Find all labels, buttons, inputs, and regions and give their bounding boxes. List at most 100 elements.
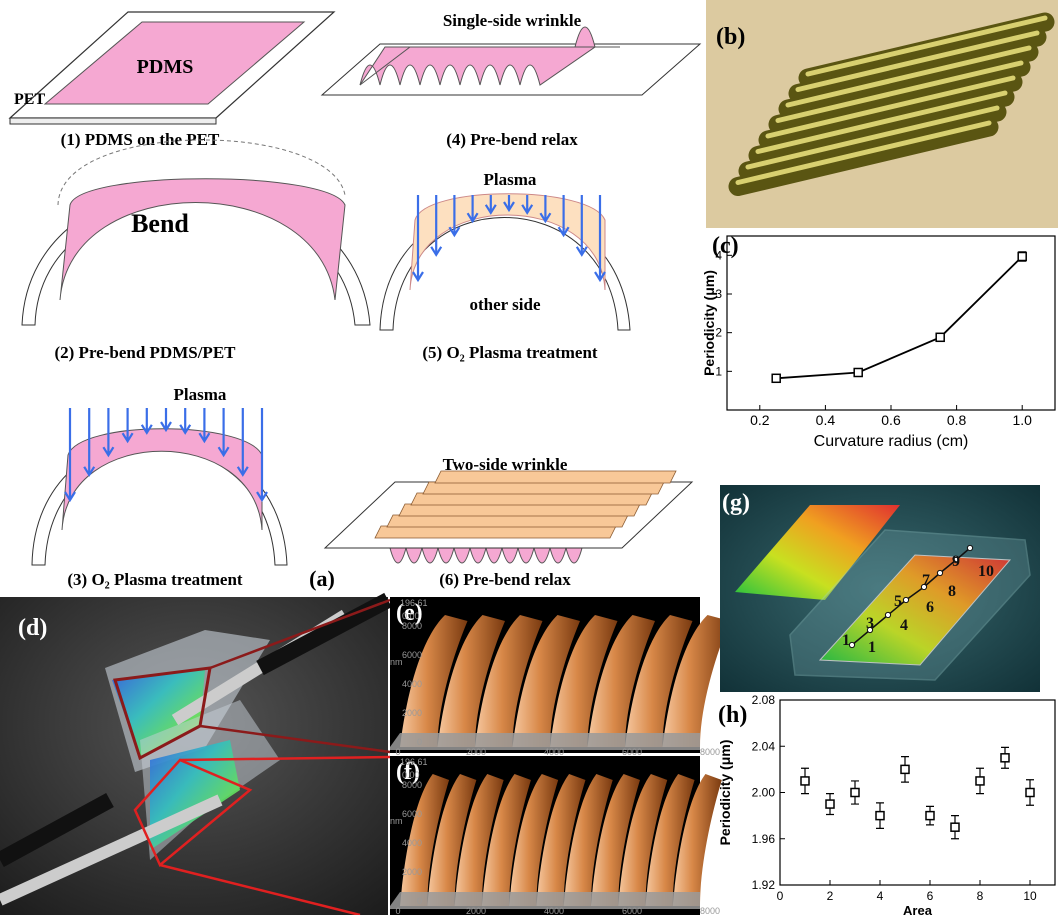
arrow-head [83, 466, 96, 477]
data-point [850, 787, 860, 798]
data-point [1000, 753, 1010, 763]
step3-diagram [31, 408, 288, 566]
scale-max: 196.61 [400, 598, 428, 608]
afm-y-label: 8000 [402, 621, 422, 631]
afm-ridge [672, 774, 722, 906]
sample-point [952, 556, 960, 564]
afm-base [390, 892, 700, 909]
point-label: 1 [842, 632, 850, 649]
afm-ridge [662, 615, 730, 747]
arrow-head [575, 246, 588, 257]
sample-point [848, 641, 856, 649]
point-label: 6 [926, 599, 934, 616]
rod [748, 87, 1015, 165]
scale-min: 0.00 [402, 611, 420, 621]
ridge [386, 514, 629, 528]
plot-frame [726, 235, 1056, 411]
arrow-head [503, 201, 515, 213]
panel-label: (h) [718, 702, 747, 728]
scale-max: 196.61 [400, 757, 428, 767]
point-label: 4 [900, 617, 908, 634]
arrow-head [521, 204, 534, 215]
panel-label: (c) [712, 233, 739, 259]
afm-ridge [550, 615, 618, 747]
step-title: Single-side wrinkle [443, 11, 582, 30]
afm-x-label: 2000 [466, 906, 486, 915]
arrow-head [179, 424, 192, 435]
afm-x-label: 8000 [700, 747, 720, 757]
arrow-head [466, 212, 479, 224]
bend-label: Bend [131, 209, 189, 238]
arrow-head [236, 466, 249, 477]
afm-x-label: 0 [395, 906, 400, 915]
afm-ridge [400, 615, 468, 747]
step4-diagram [320, 26, 702, 96]
rod [778, 42, 1039, 119]
rod-highlight [785, 45, 1032, 108]
rod [798, 12, 1055, 88]
arrow-head [594, 271, 606, 283]
afm-ridge [587, 615, 655, 747]
sample-point [936, 569, 944, 577]
step-caption: (2) Pre-bend PDMS/PET [54, 343, 236, 362]
afm-x-label: 6000 [622, 906, 642, 915]
afm-x-label: 8000 [700, 906, 720, 915]
afm-ridge [625, 615, 693, 747]
panel-label: (g) [722, 490, 750, 516]
rod-highlight [805, 15, 1048, 77]
x-tick-label: 0 [777, 889, 784, 903]
rod-highlight [745, 105, 1000, 170]
point-label: 8 [948, 583, 956, 600]
y-axis-label: Periodicity (μm) [701, 270, 717, 376]
arrow-head [140, 424, 153, 435]
ridge [434, 470, 677, 484]
other-side-label: other side [470, 295, 541, 314]
afm-ridge [481, 774, 531, 906]
axis-unit: nm [390, 816, 403, 826]
step-caption: (6) Pre-bend relax [439, 570, 571, 589]
afm-ridge [563, 774, 613, 906]
afm-ridge [536, 774, 586, 906]
afm-y-label: 2000 [402, 708, 422, 718]
x-tick-label: 6 [927, 889, 934, 903]
x-tick-label: 8 [977, 889, 984, 903]
ridge [410, 492, 653, 506]
x-tick-label: 0.4 [816, 412, 836, 428]
x-tick-label: 10 [1023, 889, 1037, 903]
data-point [925, 810, 935, 821]
afm-x-label: 4000 [544, 747, 564, 757]
afm-x-label: 6000 [622, 747, 642, 757]
rod-highlight [755, 90, 1008, 154]
data-point [1017, 251, 1027, 262]
arrow-head [121, 432, 134, 444]
arrow-head [430, 246, 443, 257]
x-tick-label: 4 [877, 889, 884, 903]
x-tick-label: 0.2 [750, 412, 770, 428]
arrow-head [217, 446, 230, 458]
y-tick-label: 2.08 [752, 693, 776, 707]
point-label: 10 [978, 563, 994, 580]
afm-y-label: 6000 [402, 650, 422, 660]
afm-ridge [437, 615, 505, 747]
pdms-label: PDMS [137, 56, 194, 78]
sample-point [966, 544, 974, 552]
point-label: 3 [866, 615, 874, 632]
ridges [374, 470, 677, 539]
plasma-label: Plasma [174, 385, 227, 404]
point-label: 7 [922, 572, 930, 589]
arrow-head [557, 226, 570, 238]
x-axis-label: Area [903, 903, 933, 915]
sample-point [884, 611, 892, 619]
sample-point [902, 596, 910, 604]
arrow-head [484, 204, 497, 215]
afm-x-label: 4000 [544, 906, 564, 915]
plot-frame [779, 699, 1056, 886]
x-tick-label: 0.6 [881, 412, 901, 428]
x-tick-label: 1.0 [1012, 412, 1032, 428]
y-tick-label: 1.92 [752, 878, 776, 892]
data-point [875, 810, 885, 821]
panel-label: (d) [18, 615, 47, 641]
